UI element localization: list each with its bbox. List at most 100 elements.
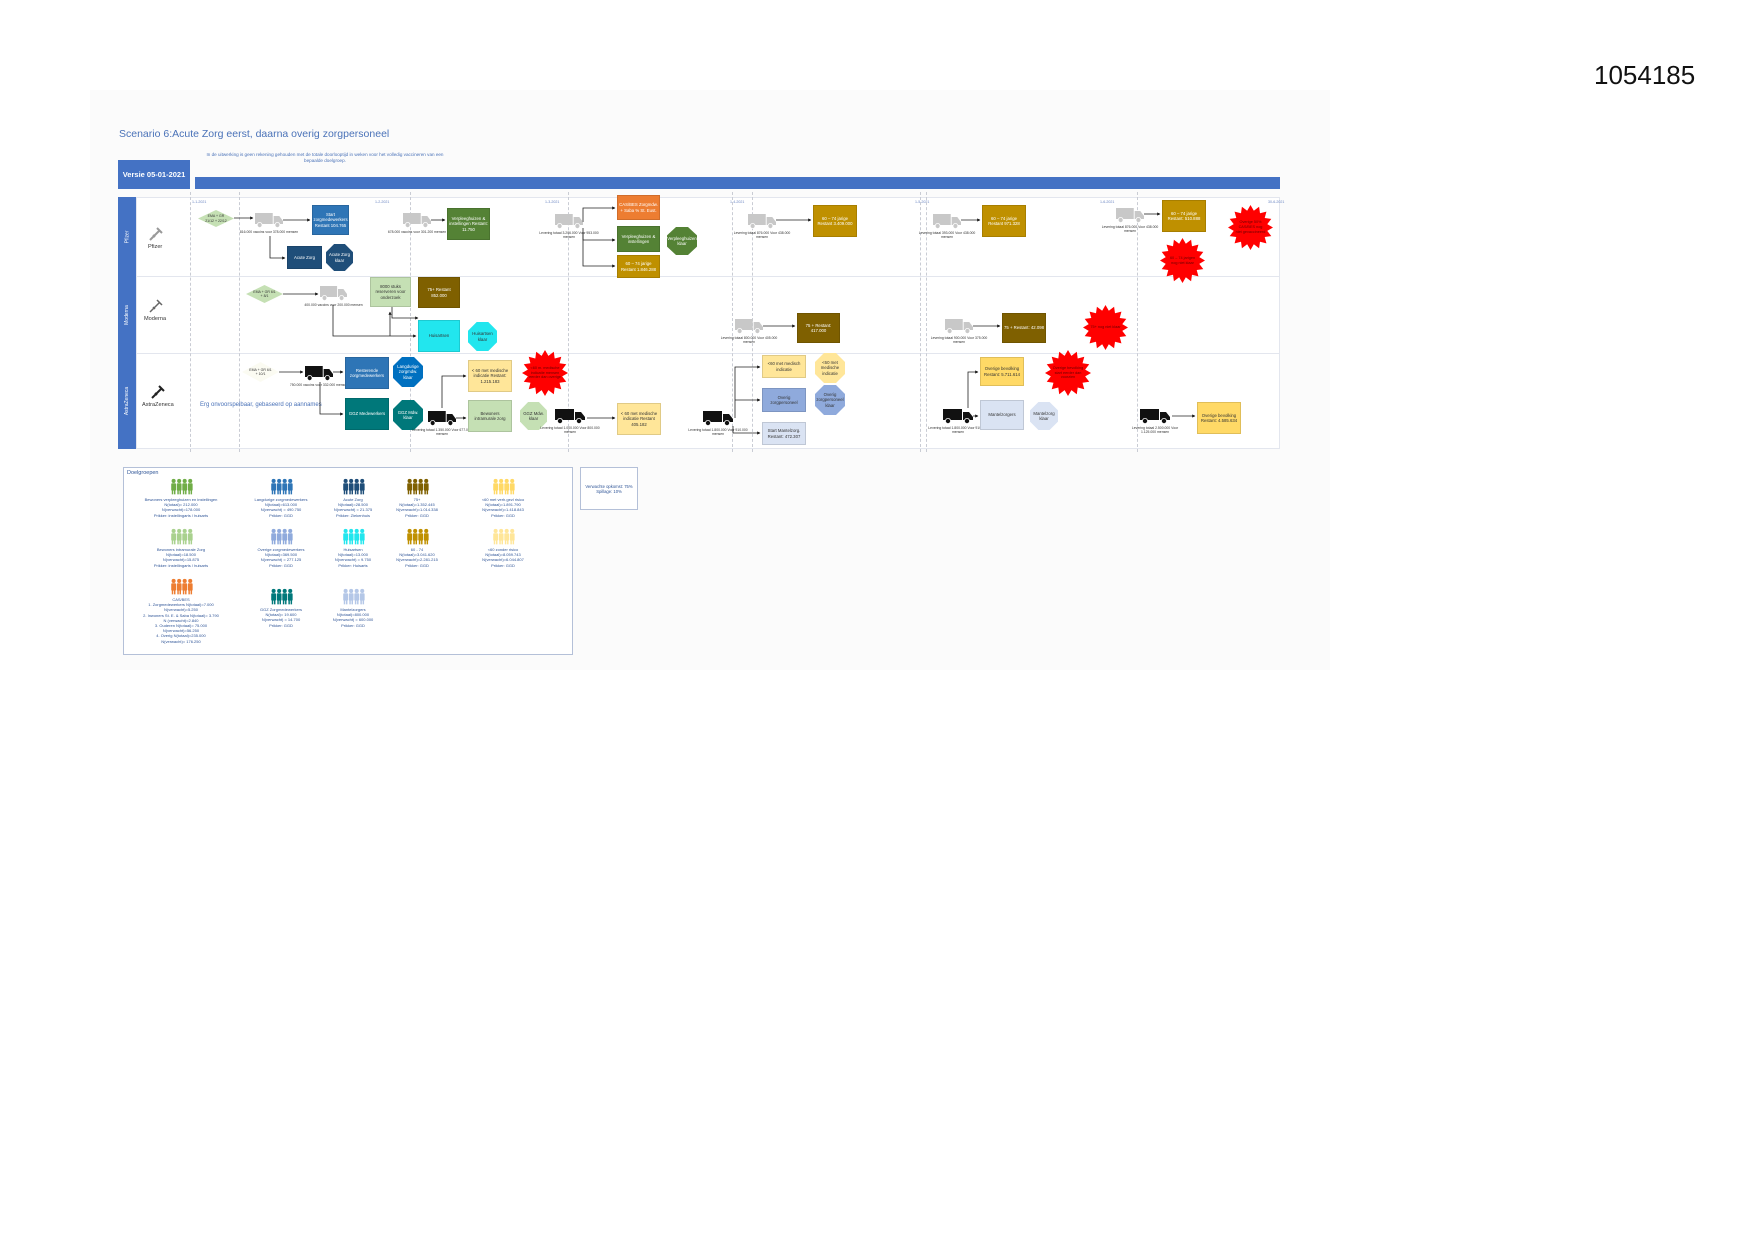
process-box: <60 met medisch indicatie — [762, 355, 806, 378]
delivery-truck-icon — [943, 409, 973, 424]
legend-line: N(verwacht)=56.250 — [162, 628, 200, 634]
warning-burst: Overige 50% CAS/BES nog niet gevaccineer… — [1228, 205, 1273, 250]
legend-line: CAS/BES — [172, 597, 190, 602]
timeline-tick: 1-3-2021 — [545, 200, 560, 204]
process-box: 60 – 74 jarige Restant 971.328 — [982, 205, 1026, 237]
legend-line: Prikker: GGD — [269, 622, 293, 628]
legend-group: Acute Zorg N(totaal)=28.500 N(verwacht) = … — [308, 478, 398, 518]
delivery-caption: Levering totaal 1.350.000 Voor 677.000 m… — [412, 428, 472, 437]
legend-group: Bewoners verpleeghuizen en instellingen N… — [136, 478, 226, 518]
lane-name-moderna: Moderna — [144, 316, 167, 322]
legend-group: CAS/BES 1. Zorgmedewerkers N(totaal)=7.00… — [136, 578, 226, 644]
legend-line: 4. Overig N(totaal)=235.000 — [156, 633, 206, 639]
people-icon — [171, 478, 193, 495]
legend-line: <60 met verh.gezl risico — [481, 497, 525, 502]
legend-line: Prikker: GGD — [341, 622, 365, 628]
legend-line: N(totaal)=1.352.445 — [399, 502, 435, 508]
warning-burst: <60 m. medische indicatie mensen eerder … — [522, 350, 568, 396]
diagram-note: In de uitwerking is geen rekening gehoud… — [206, 152, 444, 164]
legend-line: N(verwacht)=1.418.843 — [482, 507, 524, 513]
delivery-caption: Levering totaal 800.000 Voor 405.000 men… — [720, 336, 778, 345]
legend-group: Huisartsen N(totaal)=13.000 N(verwacht) = … — [308, 528, 398, 568]
legend-group: 75+ N(totaal)=1.352.445 N(verwacht)=1.014.… — [372, 478, 462, 518]
process-box: GGZ Medewerkers — [345, 398, 389, 430]
warning-burst: 75+ nog niet klaar — [1083, 305, 1128, 350]
legend-line: Prikker: GGD — [405, 562, 429, 568]
legend-line: 3. Ouderen N(totaal)= 75.000 — [154, 622, 208, 628]
legend-group: <60 zonder risico N(totaal)=8.059.743 N(ve… — [458, 528, 548, 568]
lane-header-label: AstraZeneca — [124, 386, 131, 416]
timeline-tick: 30-6-2021 — [1268, 200, 1285, 204]
legend-line: N(totaal)=18.500 — [166, 552, 196, 558]
legend-line: N(totaal)=8.059.743 — [485, 552, 521, 558]
phase-divider — [568, 192, 569, 452]
legend-line: 1. Zorgmedewerkers N(totaal)=7.000 — [148, 602, 214, 608]
delivery-truck-icon — [428, 411, 456, 426]
legend-line: Prikker: GGD — [491, 512, 515, 518]
legend-line: N(totaal)=3.041.620 — [399, 552, 435, 558]
legend-line: N(verwacht) = 600.000 — [332, 617, 374, 623]
delivery-caption: Levering totaal 2.500.000 Voor 1.125.000… — [1131, 426, 1179, 435]
done-octagon: Acute Zorg klaar — [326, 244, 353, 271]
warning-burst: 60 – 74 jarigen nog niet klaar — [1160, 238, 1205, 283]
delivery-caption: 750.000 vaccins voor 332.000 mensen — [289, 383, 349, 387]
process-box: 75+ Restant 852.000 — [418, 277, 460, 308]
legend-line: <60 zonder risico — [487, 547, 519, 552]
lane-header-pfizer: Pfizer — [118, 197, 136, 277]
legend-line: Mantelzorgers — [340, 607, 366, 612]
turnout-note: Verwachte opkomst: 75% Spillage: 10% — [580, 467, 638, 510]
done-octagon: <60 met medische indicatie — [815, 353, 845, 383]
legend-line: N(verwacht) = 14.700 — [261, 617, 301, 623]
process-box: Start zorgmedewerkers Restant 104.765 — [312, 205, 349, 235]
legend-line: N(totaal)=613.000 — [264, 502, 298, 508]
process-box: 75 + Restant: 417.000 — [797, 313, 840, 343]
process-box: Verpleeghuizen & instellingen — [617, 226, 660, 252]
legend-group: 60 - 74 N(totaal)=3.041.620 N(verwacht)=2.… — [372, 528, 462, 568]
process-box: < 60 met medische indicatie Restant 405.… — [617, 403, 661, 435]
phase-divider — [1137, 192, 1138, 452]
process-box: < 60 met medische indicatie Restant: 1.2… — [468, 360, 512, 392]
timeline-tick: 1-5-2021 — [915, 200, 930, 204]
legend-line: Prikker: instellingarts / huisarts — [153, 562, 209, 568]
legend-line: 75+ — [413, 497, 421, 502]
people-icon — [343, 528, 365, 545]
legend-group: Bewoners intramurale Zorg N(totaal)=18.50… — [136, 528, 226, 568]
process-box: CAS/BES Zorgmdw. + Saba % St. Eust. — [617, 195, 660, 220]
syringe-icon — [151, 385, 165, 399]
delivery-truck-icon — [1140, 409, 1170, 424]
legend-group: Mantelzorgers N(totaal)=800.000 N(verwacht… — [308, 588, 398, 628]
phase-divider — [190, 192, 191, 452]
syringe-icon — [149, 227, 163, 241]
process-box: Overige bevolking Restant: 4.585.634 — [1197, 402, 1241, 434]
lane-name-astrazeneca: AstraZeneca — [142, 402, 174, 408]
phase-divider — [926, 192, 927, 452]
delivery-caption: Levering totaal 3.206.000 Voor 953.000 m… — [539, 231, 599, 240]
legend-line: Prikker: instellingarts / huisarts — [153, 512, 209, 518]
people-icon — [171, 528, 193, 545]
timeline-tick: 1-4-2021 — [730, 200, 745, 204]
legend-line: N(verwacht)=2.281.215 — [396, 557, 438, 563]
process-box: Mantelzorgers — [980, 400, 1024, 430]
people-icon — [271, 528, 293, 545]
delivery-caption: Levering totaal 1.000.000 Voor 800.000 m… — [540, 426, 600, 435]
legend-group: Overige zorgmedewerkers N(totaal)=369.500… — [236, 528, 326, 568]
legend-line: N(verwacht)=5.250 — [164, 607, 198, 613]
legend-line: Prikker: Huisarts — [338, 562, 368, 568]
legend-line: 60 - 74 — [410, 547, 424, 552]
document-number: 1054185 — [1594, 60, 1696, 90]
delivery-caption: Levering totaal 1.800.000 Voor 910.000 m… — [928, 426, 988, 435]
delivery-truck-icon — [555, 214, 583, 229]
syringe-icon — [149, 299, 163, 313]
delivery-truck-icon — [1116, 208, 1144, 223]
legend-line: Prikker: GGD — [405, 512, 429, 518]
people-icon — [171, 578, 193, 595]
unpredictable-note: Erg onvoorspelbaar, gebaseerd op aanname… — [200, 402, 322, 408]
lane-header-label: Pfizer — [124, 230, 130, 244]
legend-line: Langdurige zorgmedewerkers — [254, 497, 308, 502]
phase-divider — [920, 192, 921, 452]
delivery-truck-icon — [748, 214, 776, 229]
legend-line: Prikker: Ziekenhuis — [335, 512, 370, 518]
delivery-caption: Levering totaal 876.000 Voor 438.000 men… — [1101, 225, 1159, 234]
legend-group: <60 met verh.gezl risico N(totaal)=1.891.… — [458, 478, 548, 518]
delivery-truck-icon — [945, 319, 973, 334]
